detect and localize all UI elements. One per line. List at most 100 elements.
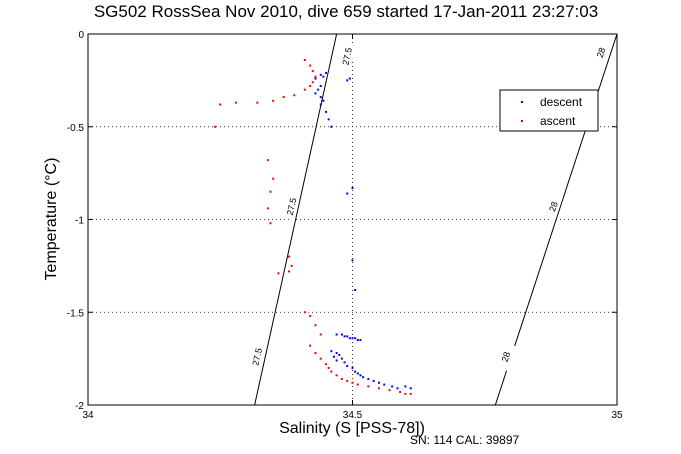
descent-point	[327, 118, 330, 121]
descent-point	[330, 125, 333, 128]
contour-label: 28	[500, 350, 513, 363]
ascent-point	[256, 101, 259, 104]
contour-label-background	[543, 192, 564, 221]
legend: descent ascent	[499, 89, 599, 132]
descent-point	[343, 335, 346, 338]
descent-point	[338, 353, 341, 356]
descent-point	[314, 92, 317, 95]
descent-point	[359, 374, 362, 377]
contour-label-background	[338, 42, 356, 71]
descent-point	[325, 71, 328, 74]
descent-point	[354, 337, 357, 340]
descent-point	[362, 376, 365, 379]
descent-point	[340, 333, 343, 336]
ascent-point	[314, 324, 317, 327]
ascent-point	[314, 352, 317, 355]
descent-point	[359, 339, 362, 342]
descent-point	[351, 259, 354, 262]
descent-point	[330, 350, 333, 353]
x-axis-label: Salinity (S [PSS-78])	[279, 420, 425, 437]
ascent-point	[311, 81, 314, 84]
y-tick-label: -2	[75, 401, 84, 412]
descent-point	[351, 337, 354, 340]
y-tick-label: -1.5	[67, 308, 85, 319]
ascent-point	[327, 366, 330, 369]
ascent-point	[388, 389, 391, 392]
contour-label-background	[248, 342, 266, 371]
ascent-point	[346, 379, 349, 382]
descent-point	[319, 84, 322, 87]
ascent-point	[235, 101, 238, 104]
x-axis-ticks: 34 34.5 35	[82, 34, 623, 421]
ascent-point	[309, 84, 312, 87]
descent-point	[351, 366, 354, 369]
ascent-point	[272, 99, 275, 102]
legend-label-descent: descent	[540, 95, 583, 109]
ascent-point	[330, 370, 333, 373]
ascent-point	[288, 255, 291, 258]
y-tick-label: -0.5	[67, 123, 85, 134]
ascent-point	[319, 333, 322, 336]
ascent-point	[290, 264, 293, 267]
ascent-point	[277, 272, 280, 275]
contour-label-background	[496, 342, 516, 371]
descent-point	[335, 359, 338, 362]
descent-point	[396, 387, 399, 390]
descent-point	[356, 339, 359, 342]
x-tick-label: 35	[611, 410, 623, 421]
descent-point	[319, 96, 322, 99]
ascent-point	[325, 363, 328, 366]
descent-point	[343, 361, 346, 364]
descent-point	[367, 378, 370, 381]
density-contours: 27.5 27.5 27.5 28 28 28	[248, 33, 618, 406]
y-tick-label: -1	[75, 216, 84, 227]
descent-point	[348, 337, 351, 340]
contour-label: 27.5	[340, 47, 354, 66]
ascent-point	[319, 357, 322, 360]
contour-label: 28	[595, 46, 608, 59]
legend-box	[499, 89, 599, 132]
ascent-point	[266, 159, 269, 162]
descent-point	[346, 79, 349, 82]
ascent-point	[314, 75, 317, 78]
y-axis-label: Temperature (°C)	[43, 158, 60, 281]
contour-label-background	[283, 192, 301, 221]
descent-point	[372, 379, 375, 382]
ascent-point	[404, 392, 407, 395]
descent-point	[346, 365, 349, 368]
descent-point	[351, 186, 354, 189]
legend-marker-ascent	[521, 120, 523, 122]
ascent-point	[266, 207, 269, 210]
ascent-point	[293, 94, 296, 97]
descent-point	[319, 73, 322, 76]
chart-title: SG502 RossSea Nov 2010, dive 659 started…	[94, 2, 598, 21]
descent-point	[335, 333, 338, 336]
x-tick-label: 34	[82, 410, 94, 421]
ascent-point	[272, 177, 275, 180]
descent-point	[335, 352, 338, 355]
density-contour-line	[254, 33, 338, 406]
contour-label-background	[591, 38, 611, 67]
ascent-point	[309, 64, 312, 67]
ascent-point	[309, 344, 312, 347]
ascent-point	[409, 392, 412, 395]
descent-point	[340, 357, 343, 360]
ascent-point	[351, 381, 354, 384]
descent-point	[391, 385, 394, 388]
serial-calibration-footer: SN: 114 CAL: 39897	[410, 433, 520, 447]
x-tick-label: 34.5	[343, 410, 363, 421]
ascent-point	[399, 391, 402, 394]
descent-point	[317, 88, 320, 91]
ascent-point	[303, 88, 306, 91]
descent-point	[319, 103, 322, 106]
ascent-point	[367, 385, 370, 388]
descent-point	[332, 355, 335, 358]
y-axis-ticks: 0 -0.5 -1 -1.5 -2	[67, 30, 617, 412]
descent-point	[348, 77, 351, 80]
ascent-point	[309, 314, 312, 317]
descent-point	[346, 335, 349, 338]
descent-point	[356, 372, 359, 375]
descent-point	[322, 75, 325, 78]
ascent-point	[356, 383, 359, 386]
